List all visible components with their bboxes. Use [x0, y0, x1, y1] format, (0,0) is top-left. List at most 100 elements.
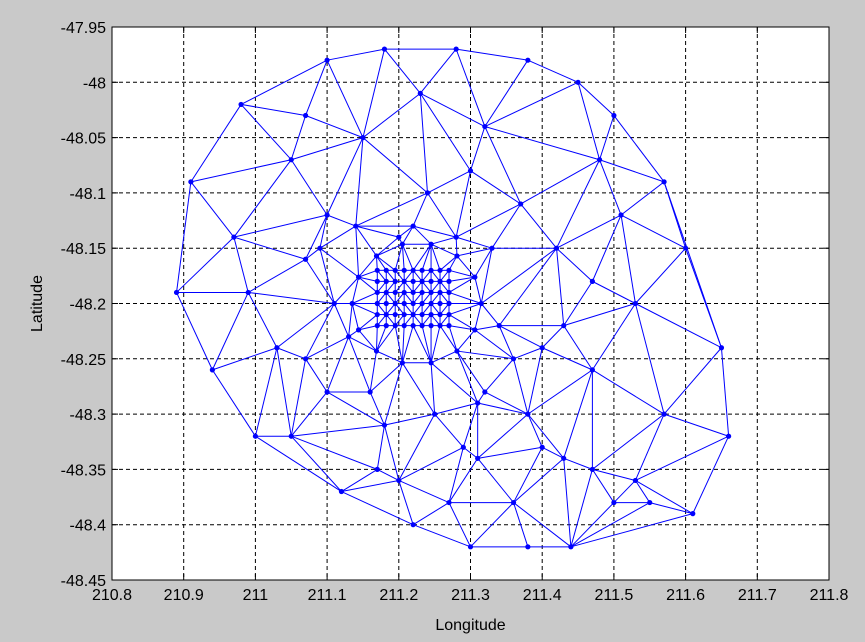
- mesh-node: [611, 112, 617, 119]
- mesh-edge: [635, 247, 686, 304]
- x-tick-label: 211.1: [308, 587, 347, 604]
- x-tick-label: 211.2: [379, 587, 418, 604]
- mesh-edge: [248, 291, 335, 304]
- mesh-edge: [541, 325, 565, 349]
- mesh-edge: [326, 336, 350, 393]
- mesh-node: [726, 433, 732, 439]
- mesh-edge: [369, 350, 377, 393]
- mesh-edge: [620, 214, 686, 249]
- mesh-edge: [398, 446, 464, 481]
- mesh-edge: [563, 457, 593, 470]
- mesh-edge: [240, 103, 306, 116]
- mesh-edge: [513, 502, 572, 548]
- mesh-edge: [591, 303, 636, 371]
- mesh-edge: [319, 214, 328, 249]
- mesh-edge: [401, 325, 414, 363]
- mesh-edge: [720, 347, 730, 437]
- mesh-edge: [348, 336, 371, 393]
- mesh-edge: [480, 303, 500, 326]
- mesh-node: [561, 455, 567, 461]
- mesh-edge: [341, 479, 399, 493]
- mesh-node: [360, 135, 366, 141]
- mesh-edge: [570, 513, 693, 548]
- mesh-edge: [563, 303, 636, 327]
- mesh-node: [374, 289, 380, 296]
- axis-ticks: 210.8 210.9 211 211.1 211.2 211.3 211.4 211.5 21…: [61, 20, 849, 604]
- mesh-node: [401, 323, 407, 329]
- mesh-node: [302, 112, 309, 119]
- mesh-edge: [319, 247, 359, 278]
- mesh-edge: [355, 137, 364, 227]
- mesh-edge: [455, 237, 458, 256]
- mesh-node: [428, 278, 434, 284]
- mesh-edge: [305, 115, 364, 139]
- mesh-edge: [412, 502, 450, 526]
- mesh-edge: [477, 458, 514, 503]
- mesh-node: [392, 289, 398, 296]
- mesh-edge: [498, 247, 557, 326]
- mesh-edge: [369, 362, 403, 393]
- mesh-edge: [563, 369, 593, 459]
- mesh-edge: [599, 159, 622, 216]
- mesh-node: [661, 411, 667, 417]
- mesh-edge: [305, 214, 328, 260]
- mesh-edge: [305, 358, 328, 393]
- mesh-edge: [398, 480, 450, 504]
- mesh-edge: [663, 413, 729, 437]
- mesh-edge: [613, 480, 636, 503]
- mesh-edge: [358, 269, 378, 278]
- y-tick-label: -48.1: [70, 186, 107, 203]
- x-tick-label: 211.3: [451, 587, 490, 604]
- mesh-node: [437, 311, 443, 318]
- mesh-edge: [591, 469, 615, 503]
- mesh-node: [690, 511, 696, 517]
- mesh-node: [632, 300, 639, 307]
- mesh-node: [401, 311, 407, 318]
- mesh-edge: [401, 244, 405, 271]
- mesh-edge: [351, 276, 360, 304]
- mesh-node: [274, 345, 280, 351]
- mesh-edge: [401, 362, 436, 415]
- mesh-edge: [591, 214, 622, 282]
- mesh-node: [419, 300, 425, 307]
- mesh-node: [446, 311, 452, 318]
- mesh-node: [437, 289, 443, 296]
- mesh-edge: [456, 350, 514, 360]
- mesh-edge: [430, 244, 441, 271]
- mesh-edge: [176, 181, 192, 293]
- mesh-edge: [351, 303, 360, 331]
- mesh-edge: [421, 244, 432, 271]
- mesh-edge: [599, 159, 665, 183]
- mesh-edge: [513, 457, 565, 503]
- mesh-node: [428, 311, 434, 318]
- mesh-edge: [663, 181, 722, 348]
- mesh-edge: [484, 126, 522, 205]
- mesh-edge: [341, 491, 414, 526]
- mesh-edge: [455, 170, 471, 238]
- mesh-node: [454, 348, 460, 354]
- mesh-edge: [480, 248, 493, 304]
- mesh-node: [374, 466, 380, 472]
- mesh-node: [618, 212, 624, 218]
- mesh-edge: [211, 292, 249, 371]
- mesh-edge: [362, 137, 428, 194]
- mesh-edge: [556, 247, 593, 282]
- mesh-node: [467, 544, 474, 550]
- mesh-edge: [592, 369, 665, 415]
- mesh-node: [482, 123, 488, 130]
- mesh-edge: [513, 447, 543, 503]
- mesh-edge: [484, 59, 529, 127]
- mesh-edge: [290, 159, 328, 216]
- mesh-edge: [233, 237, 249, 293]
- y-tick-label: -47.95: [61, 20, 106, 37]
- mesh-edge: [376, 255, 387, 271]
- mesh-edge: [419, 48, 457, 94]
- mesh-node: [410, 267, 416, 273]
- mesh-edge: [692, 436, 730, 514]
- mesh-edge: [456, 48, 528, 61]
- mesh-edge: [394, 244, 403, 271]
- mesh-node: [392, 267, 398, 273]
- mesh-edge: [430, 362, 436, 415]
- mesh-edge: [376, 255, 396, 271]
- mesh-edge: [527, 369, 593, 415]
